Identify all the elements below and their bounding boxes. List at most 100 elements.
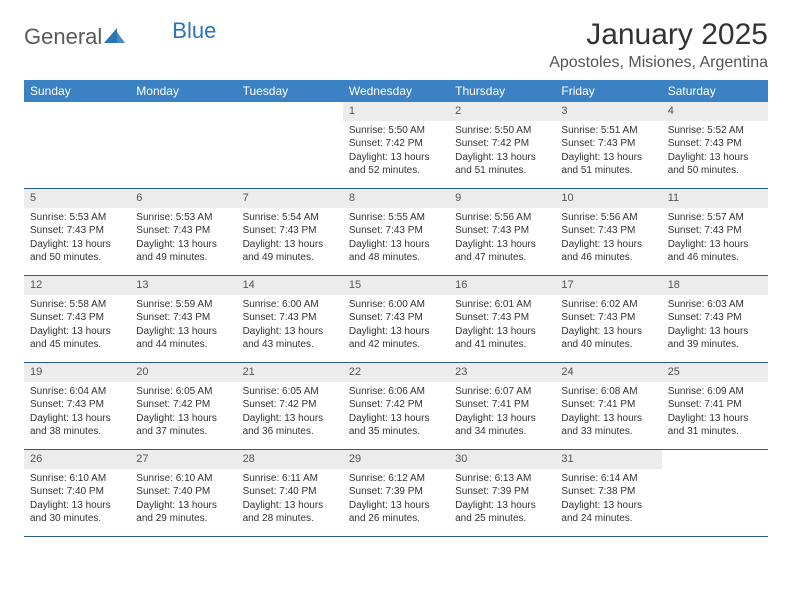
sunrise-line: Sunrise: 6:10 AM	[136, 472, 230, 486]
daylight-line: Daylight: 13 hours and 29 minutes.	[136, 499, 230, 526]
day-body: Sunrise: 5:52 AMSunset: 7:43 PMDaylight:…	[662, 121, 768, 184]
day-number: 23	[449, 363, 555, 382]
sunrise-line: Sunrise: 6:01 AM	[455, 298, 549, 312]
daylight-line: Daylight: 13 hours and 43 minutes.	[243, 325, 337, 352]
sunrise-line: Sunrise: 6:09 AM	[668, 385, 762, 399]
sunrise-line: Sunrise: 5:55 AM	[349, 211, 443, 225]
daylight-line: Daylight: 13 hours and 41 minutes.	[455, 325, 549, 352]
day-body: Sunrise: 6:10 AMSunset: 7:40 PMDaylight:…	[130, 469, 236, 532]
day-cell: 11Sunrise: 5:57 AMSunset: 7:43 PMDayligh…	[662, 189, 768, 275]
sunset-line: Sunset: 7:43 PM	[561, 311, 655, 325]
day-body: Sunrise: 6:02 AMSunset: 7:43 PMDaylight:…	[555, 295, 661, 358]
day-number: 25	[662, 363, 768, 382]
day-number: 14	[237, 276, 343, 295]
week-row: 19Sunrise: 6:04 AMSunset: 7:43 PMDayligh…	[24, 363, 768, 450]
day-cell: 16Sunrise: 6:01 AMSunset: 7:43 PMDayligh…	[449, 276, 555, 362]
day-body: Sunrise: 5:54 AMSunset: 7:43 PMDaylight:…	[237, 208, 343, 271]
daylight-line: Daylight: 13 hours and 45 minutes.	[30, 325, 124, 352]
sunrise-line: Sunrise: 5:53 AM	[136, 211, 230, 225]
day-cell: 4Sunrise: 5:52 AMSunset: 7:43 PMDaylight…	[662, 102, 768, 188]
daylight-line: Daylight: 13 hours and 49 minutes.	[136, 238, 230, 265]
sunset-line: Sunset: 7:43 PM	[668, 137, 762, 151]
sunrise-line: Sunrise: 6:12 AM	[349, 472, 443, 486]
day-cell: 9Sunrise: 5:56 AMSunset: 7:43 PMDaylight…	[449, 189, 555, 275]
day-body: Sunrise: 5:50 AMSunset: 7:42 PMDaylight:…	[449, 121, 555, 184]
daylight-line: Daylight: 13 hours and 26 minutes.	[349, 499, 443, 526]
day-body: Sunrise: 6:05 AMSunset: 7:42 PMDaylight:…	[237, 382, 343, 445]
day-body: Sunrise: 5:50 AMSunset: 7:42 PMDaylight:…	[343, 121, 449, 184]
sunset-line: Sunset: 7:43 PM	[136, 311, 230, 325]
sunset-line: Sunset: 7:43 PM	[455, 311, 549, 325]
day-number: 6	[130, 189, 236, 208]
day-body: Sunrise: 5:53 AMSunset: 7:43 PMDaylight:…	[130, 208, 236, 271]
brand-text-1: General	[24, 24, 102, 50]
empty-cell	[237, 102, 343, 188]
daylight-line: Daylight: 13 hours and 37 minutes.	[136, 412, 230, 439]
day-cell: 31Sunrise: 6:14 AMSunset: 7:38 PMDayligh…	[555, 450, 661, 536]
day-number: 13	[130, 276, 236, 295]
daylight-line: Daylight: 13 hours and 51 minutes.	[455, 151, 549, 178]
day-number: 29	[343, 450, 449, 469]
sunset-line: Sunset: 7:38 PM	[561, 485, 655, 499]
daylight-line: Daylight: 13 hours and 44 minutes.	[136, 325, 230, 352]
day-header: Wednesday	[343, 80, 449, 102]
daylight-line: Daylight: 13 hours and 48 minutes.	[349, 238, 443, 265]
daylight-line: Daylight: 13 hours and 46 minutes.	[561, 238, 655, 265]
sunset-line: Sunset: 7:43 PM	[455, 224, 549, 238]
day-cell: 30Sunrise: 6:13 AMSunset: 7:39 PMDayligh…	[449, 450, 555, 536]
daylight-line: Daylight: 13 hours and 52 minutes.	[349, 151, 443, 178]
sunset-line: Sunset: 7:43 PM	[30, 398, 124, 412]
sunrise-line: Sunrise: 6:00 AM	[243, 298, 337, 312]
sunrise-line: Sunrise: 5:52 AM	[668, 124, 762, 138]
sunrise-line: Sunrise: 6:14 AM	[561, 472, 655, 486]
sunrise-line: Sunrise: 5:53 AM	[30, 211, 124, 225]
sunset-line: Sunset: 7:43 PM	[30, 311, 124, 325]
location-text: Apostoles, Misiones, Argentina	[549, 54, 768, 72]
daylight-line: Daylight: 13 hours and 28 minutes.	[243, 499, 337, 526]
day-number: 27	[130, 450, 236, 469]
day-number: 17	[555, 276, 661, 295]
day-number: 26	[24, 450, 130, 469]
day-body: Sunrise: 6:08 AMSunset: 7:41 PMDaylight:…	[555, 382, 661, 445]
daylight-line: Daylight: 13 hours and 35 minutes.	[349, 412, 443, 439]
day-cell: 5Sunrise: 5:53 AMSunset: 7:43 PMDaylight…	[24, 189, 130, 275]
calendar: SundayMondayTuesdayWednesdayThursdayFrid…	[24, 80, 768, 537]
weeks-container: 1Sunrise: 5:50 AMSunset: 7:42 PMDaylight…	[24, 102, 768, 537]
day-body: Sunrise: 6:04 AMSunset: 7:43 PMDaylight:…	[24, 382, 130, 445]
sunrise-line: Sunrise: 6:13 AM	[455, 472, 549, 486]
sunset-line: Sunset: 7:40 PM	[136, 485, 230, 499]
day-body: Sunrise: 6:00 AMSunset: 7:43 PMDaylight:…	[237, 295, 343, 358]
daylight-line: Daylight: 13 hours and 24 minutes.	[561, 499, 655, 526]
daylight-line: Daylight: 13 hours and 34 minutes.	[455, 412, 549, 439]
sunset-line: Sunset: 7:42 PM	[243, 398, 337, 412]
day-body: Sunrise: 6:07 AMSunset: 7:41 PMDaylight:…	[449, 382, 555, 445]
day-cell: 2Sunrise: 5:50 AMSunset: 7:42 PMDaylight…	[449, 102, 555, 188]
sunrise-line: Sunrise: 6:08 AM	[561, 385, 655, 399]
day-cell: 15Sunrise: 6:00 AMSunset: 7:43 PMDayligh…	[343, 276, 449, 362]
sunset-line: Sunset: 7:43 PM	[136, 224, 230, 238]
day-body: Sunrise: 6:01 AMSunset: 7:43 PMDaylight:…	[449, 295, 555, 358]
day-body: Sunrise: 5:55 AMSunset: 7:43 PMDaylight:…	[343, 208, 449, 271]
day-cell: 19Sunrise: 6:04 AMSunset: 7:43 PMDayligh…	[24, 363, 130, 449]
day-cell: 17Sunrise: 6:02 AMSunset: 7:43 PMDayligh…	[555, 276, 661, 362]
day-number: 12	[24, 276, 130, 295]
month-title: January 2025	[549, 18, 768, 52]
sunset-line: Sunset: 7:42 PM	[349, 398, 443, 412]
daylight-line: Daylight: 13 hours and 51 minutes.	[561, 151, 655, 178]
sunset-line: Sunset: 7:42 PM	[349, 137, 443, 151]
sunset-line: Sunset: 7:39 PM	[455, 485, 549, 499]
day-cell: 23Sunrise: 6:07 AMSunset: 7:41 PMDayligh…	[449, 363, 555, 449]
sunrise-line: Sunrise: 6:00 AM	[349, 298, 443, 312]
sunrise-line: Sunrise: 5:54 AM	[243, 211, 337, 225]
day-number: 21	[237, 363, 343, 382]
day-number: 2	[449, 102, 555, 121]
day-cell: 22Sunrise: 6:06 AMSunset: 7:42 PMDayligh…	[343, 363, 449, 449]
sunset-line: Sunset: 7:39 PM	[349, 485, 443, 499]
daylight-line: Daylight: 13 hours and 25 minutes.	[455, 499, 549, 526]
day-body: Sunrise: 6:12 AMSunset: 7:39 PMDaylight:…	[343, 469, 449, 532]
daylight-line: Daylight: 13 hours and 47 minutes.	[455, 238, 549, 265]
day-body: Sunrise: 6:10 AMSunset: 7:40 PMDaylight:…	[24, 469, 130, 532]
sunrise-line: Sunrise: 6:05 AM	[243, 385, 337, 399]
sunset-line: Sunset: 7:41 PM	[455, 398, 549, 412]
daylight-line: Daylight: 13 hours and 30 minutes.	[30, 499, 124, 526]
